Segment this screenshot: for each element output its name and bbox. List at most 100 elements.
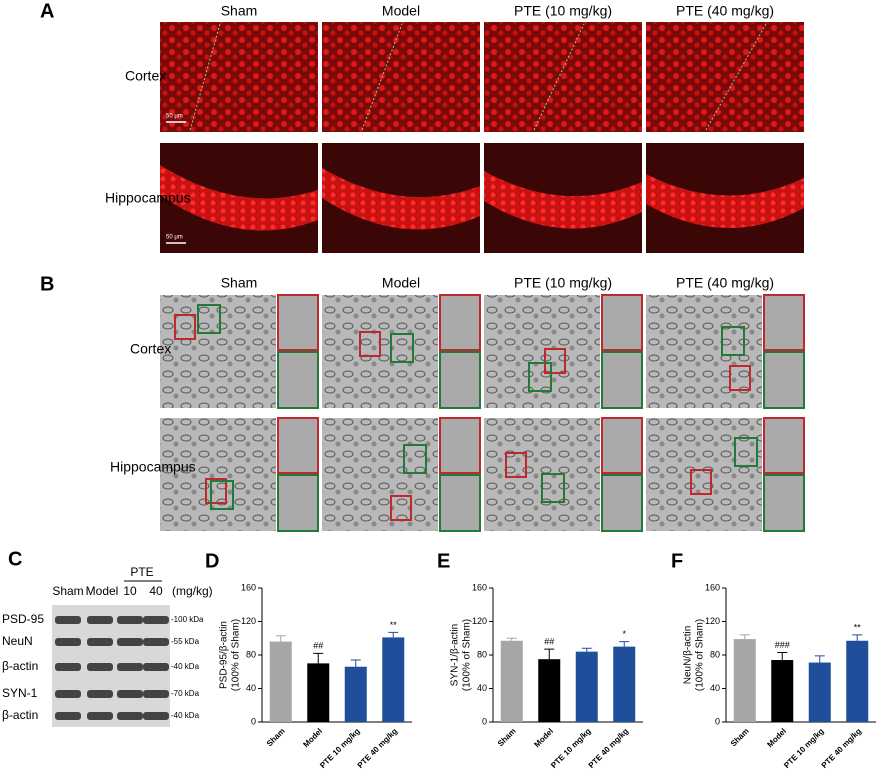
column-header: Model bbox=[382, 3, 420, 19]
inset-green bbox=[763, 351, 805, 409]
band bbox=[55, 663, 81, 671]
y-tick-label: 80 bbox=[710, 649, 720, 659]
y-axis-label: (100% of Sham) bbox=[695, 619, 706, 691]
inset-red bbox=[277, 417, 319, 474]
significance: * bbox=[622, 629, 626, 639]
significance: ** bbox=[390, 620, 398, 630]
roi-red bbox=[390, 495, 412, 521]
band bbox=[117, 616, 143, 624]
error-bar bbox=[581, 647, 592, 652]
bar bbox=[307, 663, 330, 722]
column-header: Sham bbox=[221, 3, 258, 19]
bar bbox=[808, 662, 831, 722]
error-bar bbox=[739, 634, 750, 640]
y-tick-label: 80 bbox=[477, 649, 487, 659]
cell-band bbox=[322, 168, 480, 230]
cortex-image bbox=[646, 22, 804, 132]
x-tick-label: Sham bbox=[729, 727, 751, 749]
roi-green bbox=[403, 444, 427, 474]
roi-green bbox=[528, 362, 552, 392]
protein-label: β-actin bbox=[2, 659, 38, 673]
size-label: -70 kDa bbox=[171, 689, 200, 698]
roi-green bbox=[734, 437, 758, 467]
em-image bbox=[160, 418, 276, 531]
roi-red bbox=[729, 365, 751, 391]
bar bbox=[269, 641, 292, 722]
roi-green bbox=[541, 473, 565, 503]
significance: ## bbox=[313, 641, 323, 651]
band bbox=[143, 616, 169, 624]
x-tick-label: Model bbox=[765, 727, 788, 750]
y-axis-label: NeuN/β-actin bbox=[683, 626, 694, 685]
roi-green bbox=[390, 333, 414, 363]
row-label: Hippocampus bbox=[110, 459, 196, 475]
inset-green bbox=[601, 351, 643, 409]
bar bbox=[733, 639, 756, 722]
band bbox=[143, 638, 169, 646]
band bbox=[55, 712, 81, 720]
roi-red bbox=[544, 348, 566, 374]
error-bar bbox=[544, 648, 555, 660]
y-tick-label: 40 bbox=[246, 683, 256, 693]
error-bar bbox=[350, 659, 361, 667]
x-tick-label: PTE 10 mg/kg bbox=[782, 726, 826, 769]
x-tick-label: Model bbox=[301, 727, 324, 750]
y-axis-label: SYN-1/β-actin bbox=[450, 624, 461, 686]
cell-band bbox=[160, 165, 318, 231]
size-label: -55 kDa bbox=[171, 637, 200, 646]
cortex-image bbox=[160, 22, 318, 132]
bar bbox=[771, 660, 794, 722]
y-tick-label: 40 bbox=[710, 683, 720, 693]
y-tick-label: 160 bbox=[241, 582, 256, 592]
panel-label: C bbox=[8, 548, 22, 570]
treatment-label: PTE bbox=[130, 565, 153, 579]
inset-green bbox=[439, 474, 481, 532]
row-label: Cortex bbox=[130, 341, 171, 357]
roi-green bbox=[197, 304, 221, 334]
layer-line bbox=[533, 23, 585, 131]
roi-red bbox=[690, 469, 712, 495]
bar bbox=[538, 659, 561, 722]
y-tick-label: 160 bbox=[705, 582, 720, 592]
layer-line bbox=[361, 23, 403, 131]
lane-label: Sham bbox=[52, 584, 83, 598]
scale-bar-label: 50 μm bbox=[166, 114, 183, 120]
panel-label: D bbox=[205, 550, 219, 572]
significance: ### bbox=[775, 640, 790, 650]
roi-red bbox=[359, 331, 381, 357]
size-label: -40 kDa bbox=[171, 662, 200, 671]
band bbox=[143, 712, 169, 720]
panel-label: E bbox=[437, 550, 450, 572]
y-tick-label: 120 bbox=[241, 616, 256, 626]
error-bar bbox=[506, 637, 517, 641]
significance: ## bbox=[544, 637, 554, 647]
x-tick-label: Sham bbox=[265, 727, 287, 749]
y-tick-label: 0 bbox=[715, 716, 720, 726]
band bbox=[87, 690, 113, 698]
lane-label: Model bbox=[86, 584, 119, 598]
inset-green bbox=[277, 351, 319, 409]
band bbox=[143, 690, 169, 698]
panel-label: F bbox=[671, 550, 683, 572]
band bbox=[117, 638, 143, 646]
y-tick-label: 40 bbox=[477, 683, 487, 693]
bar bbox=[500, 640, 523, 722]
band bbox=[117, 712, 143, 720]
dose-label: 10 bbox=[123, 584, 137, 598]
bar bbox=[613, 646, 636, 722]
em-image bbox=[646, 418, 762, 531]
x-tick-label: PTE 40 mg/kg bbox=[820, 726, 864, 769]
roi-green bbox=[721, 326, 745, 356]
y-axis-label: (100% of Sham) bbox=[231, 619, 242, 691]
em-image bbox=[160, 295, 276, 408]
inset-green bbox=[601, 474, 643, 532]
inset-red bbox=[439, 294, 481, 351]
y-tick-label: 0 bbox=[251, 716, 256, 726]
significance: ** bbox=[854, 622, 862, 632]
em-image bbox=[322, 418, 438, 531]
band bbox=[55, 690, 81, 698]
band bbox=[87, 638, 113, 646]
error-bar bbox=[814, 655, 825, 663]
layer-line bbox=[705, 23, 767, 131]
